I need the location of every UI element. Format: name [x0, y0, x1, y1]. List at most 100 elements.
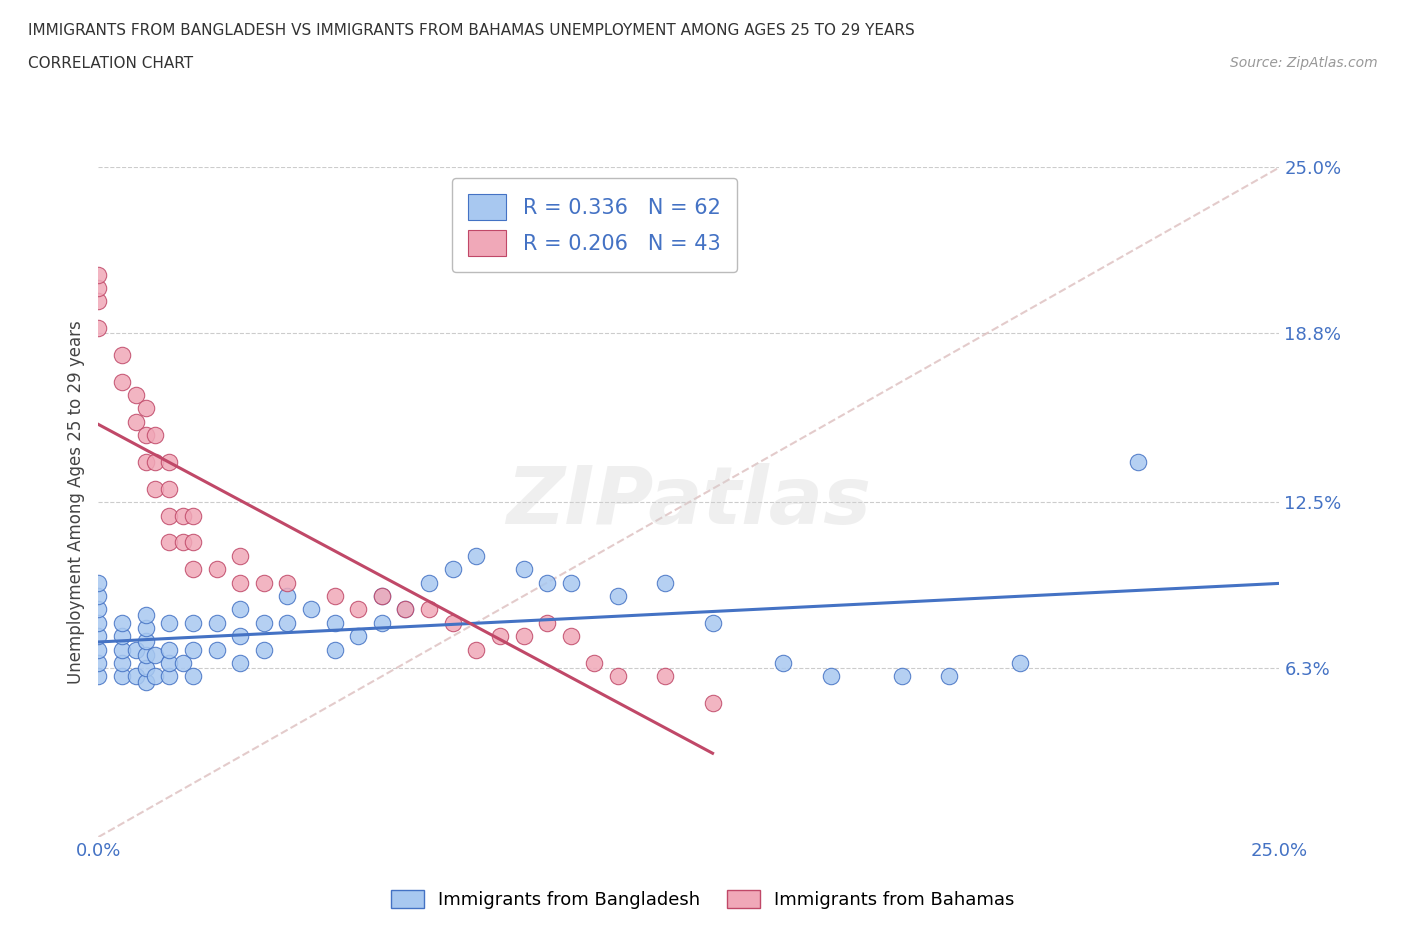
- Point: [702, 616, 724, 631]
- Point: [125, 388, 148, 403]
- Point: [135, 634, 157, 649]
- Point: [157, 642, 180, 657]
- Point: [229, 629, 252, 644]
- Point: [583, 656, 606, 671]
- Point: [418, 575, 440, 590]
- Point: [772, 656, 794, 671]
- Point: [253, 616, 276, 631]
- Point: [181, 508, 204, 523]
- Point: [323, 642, 346, 657]
- Point: [489, 629, 512, 644]
- Point: [111, 374, 134, 389]
- Legend: R = 0.336   N = 62, R = 0.206   N = 43: R = 0.336 N = 62, R = 0.206 N = 43: [451, 178, 737, 272]
- Point: [172, 656, 194, 671]
- Point: [229, 656, 252, 671]
- Point: [135, 607, 157, 622]
- Point: [371, 616, 394, 631]
- Point: [87, 602, 110, 617]
- Point: [371, 589, 394, 604]
- Point: [276, 589, 298, 604]
- Point: [143, 669, 166, 684]
- Point: [157, 482, 180, 497]
- Point: [87, 642, 110, 657]
- Point: [394, 602, 416, 617]
- Point: [560, 575, 582, 590]
- Point: [181, 616, 204, 631]
- Point: [418, 602, 440, 617]
- Point: [512, 629, 534, 644]
- Point: [181, 562, 204, 577]
- Point: [938, 669, 960, 684]
- Point: [441, 616, 464, 631]
- Point: [229, 602, 252, 617]
- Point: [143, 482, 166, 497]
- Point: [323, 589, 346, 604]
- Point: [87, 267, 110, 282]
- Point: [890, 669, 912, 684]
- Point: [87, 321, 110, 336]
- Point: [87, 294, 110, 309]
- Point: [820, 669, 842, 684]
- Point: [253, 642, 276, 657]
- Point: [512, 562, 534, 577]
- Point: [229, 549, 252, 564]
- Point: [87, 629, 110, 644]
- Point: [536, 616, 558, 631]
- Text: Source: ZipAtlas.com: Source: ZipAtlas.com: [1230, 56, 1378, 70]
- Point: [465, 642, 488, 657]
- Point: [135, 661, 157, 676]
- Point: [702, 696, 724, 711]
- Point: [143, 428, 166, 443]
- Point: [111, 616, 134, 631]
- Point: [157, 508, 180, 523]
- Point: [111, 348, 134, 363]
- Point: [157, 669, 180, 684]
- Point: [299, 602, 322, 617]
- Point: [143, 455, 166, 470]
- Point: [560, 629, 582, 644]
- Y-axis label: Unemployment Among Ages 25 to 29 years: Unemployment Among Ages 25 to 29 years: [66, 320, 84, 684]
- Point: [135, 401, 157, 416]
- Point: [87, 281, 110, 296]
- Point: [157, 535, 180, 550]
- Text: ZIPatlas: ZIPatlas: [506, 463, 872, 541]
- Point: [111, 642, 134, 657]
- Text: CORRELATION CHART: CORRELATION CHART: [28, 56, 193, 71]
- Point: [157, 656, 180, 671]
- Point: [205, 562, 228, 577]
- Point: [371, 589, 394, 604]
- Point: [323, 616, 346, 631]
- Point: [157, 455, 180, 470]
- Point: [229, 575, 252, 590]
- Point: [87, 575, 110, 590]
- Point: [87, 589, 110, 604]
- Point: [607, 669, 630, 684]
- Point: [205, 616, 228, 631]
- Point: [125, 415, 148, 430]
- Point: [347, 629, 370, 644]
- Point: [205, 642, 228, 657]
- Point: [181, 669, 204, 684]
- Point: [276, 575, 298, 590]
- Point: [607, 589, 630, 604]
- Point: [1008, 656, 1031, 671]
- Point: [111, 629, 134, 644]
- Point: [157, 616, 180, 631]
- Point: [172, 508, 194, 523]
- Point: [135, 428, 157, 443]
- Point: [181, 642, 204, 657]
- Point: [87, 656, 110, 671]
- Point: [135, 647, 157, 662]
- Point: [172, 535, 194, 550]
- Text: IMMIGRANTS FROM BANGLADESH VS IMMIGRANTS FROM BAHAMAS UNEMPLOYMENT AMONG AGES 25: IMMIGRANTS FROM BANGLADESH VS IMMIGRANTS…: [28, 23, 915, 38]
- Point: [654, 575, 676, 590]
- Point: [654, 669, 676, 684]
- Point: [87, 669, 110, 684]
- Point: [135, 455, 157, 470]
- Point: [276, 616, 298, 631]
- Point: [441, 562, 464, 577]
- Point: [347, 602, 370, 617]
- Point: [536, 575, 558, 590]
- Point: [135, 674, 157, 689]
- Point: [143, 647, 166, 662]
